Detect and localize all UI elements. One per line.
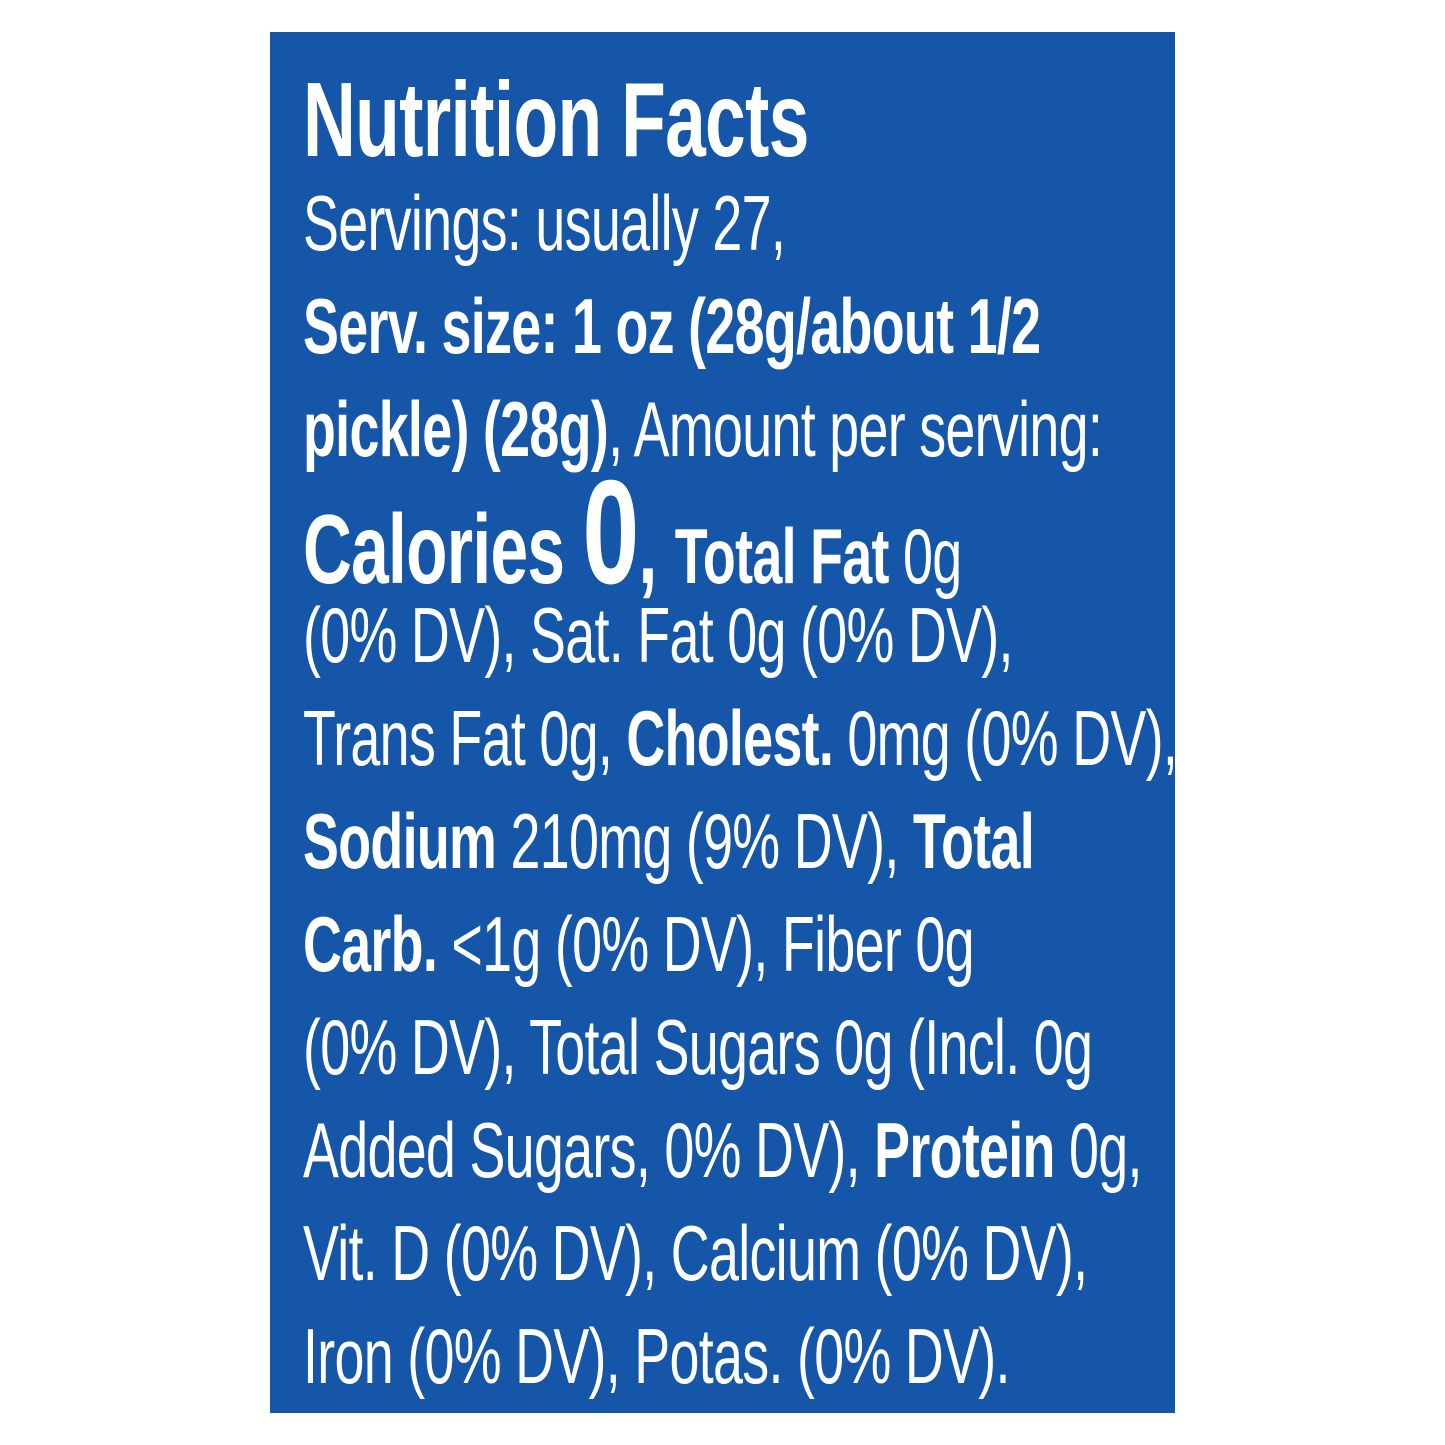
cholesterol-values: 0mg (0% DV),: [833, 694, 1178, 782]
sodium-label: Sodium: [303, 797, 497, 885]
fiber-dv-sugars-text: (0% DV), Total Sugars 0g (Incl. 0g: [303, 1003, 1093, 1091]
total-carb-label-start: Total: [912, 797, 1035, 885]
iron-potassium-text: Iron (0% DV), Potas. (0% DV).: [303, 1312, 1010, 1400]
vitamin-d-calcium-text: Vit. D (0% DV), Calcium (0% DV),: [303, 1209, 1088, 1297]
serving-size-text-2: pickle) (28g): [303, 385, 609, 473]
servings-text: Servings: usually 27,: [303, 179, 786, 267]
vitamins-line-2: Iron (0% DV), Potas. (0% DV).: [303, 1305, 1010, 1408]
trans-fat-text: Trans Fat 0g,: [303, 694, 627, 782]
protein-values: 0g,: [1054, 1106, 1142, 1194]
calories-label: Calories: [303, 494, 583, 604]
calories-separator: ,: [638, 494, 675, 604]
vitamins-line-1: Vit. D (0% DV), Calcium (0% DV),: [303, 1202, 1088, 1305]
total-fat-label: Total Fat: [674, 512, 890, 600]
sodium-line: Sodium 210mg (9% DV), Total: [303, 790, 1035, 893]
total-carb-values: <1g (0% DV), Fiber 0g: [437, 900, 974, 988]
cholesterol-line: Trans Fat 0g, Cholest. 0mg (0% DV),: [303, 687, 1178, 790]
amount-per-serving-text: , Amount per serving:: [608, 385, 1103, 473]
sat-fat-line: (0% DV), Sat. Fat 0g (0% DV),: [303, 584, 1013, 687]
carb-line: Carb. <1g (0% DV), Fiber 0g: [303, 893, 975, 996]
sugars-line: (0% DV), Total Sugars 0g (Incl. 0g: [303, 996, 1093, 1099]
nutrition-label-panel: Nutrition Facts Servings: usually 27, Se…: [270, 32, 1178, 1413]
serving-size-line-1: Serv. size: 1 oz (28g/about 1/2: [303, 275, 1041, 378]
calories-value: 0: [582, 450, 639, 615]
title-line: Nutrition Facts: [303, 67, 905, 173]
total-carb-label-end: Carb.: [303, 900, 438, 988]
protein-label: Protein: [874, 1106, 1055, 1194]
sodium-values: 210mg (9% DV),: [496, 797, 913, 885]
servings-line: Servings: usually 27,: [303, 172, 905, 275]
cholesterol-label: Cholest.: [626, 694, 834, 782]
nutrition-facts-title: Nutrition Facts: [303, 61, 809, 179]
serving-size-text-1: Serv. size: 1 oz (28g/about 1/2: [303, 282, 1041, 370]
calories-line: Calories 0, Total Fat 0g: [303, 459, 962, 607]
protein-line: Added Sugars, 0% DV), Protein 0g,: [303, 1099, 1142, 1202]
total-fat-value: 0g: [888, 512, 962, 600]
serving-size-line-2: pickle) (28g), Amount per serving:: [303, 378, 1103, 481]
fat-dv-sat-fat-text: (0% DV), Sat. Fat 0g (0% DV),: [303, 591, 1013, 679]
added-sugars-text: Added Sugars, 0% DV),: [303, 1106, 875, 1194]
